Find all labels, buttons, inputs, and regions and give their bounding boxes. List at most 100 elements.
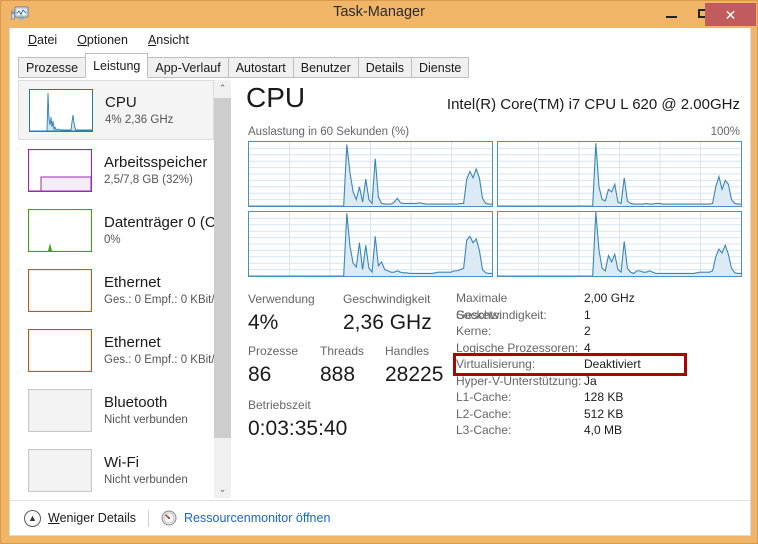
menu-item-ansicht[interactable]: Ansicht (147, 33, 189, 47)
detail-key: Kerne: (456, 324, 492, 338)
cpu-thumbnail-icon (29, 88, 93, 132)
sidebar-item-sub: Nicht verbunden (104, 473, 188, 486)
stat-betriebszeit: Betriebszeit 0:03:35:40 (248, 396, 347, 444)
stat-label: Prozesse (248, 344, 299, 358)
sidebar-item-title: Ethernet (104, 273, 161, 291)
sidebar-item-sub: Nicht verbunden (104, 413, 188, 426)
sidebar-item-text: Wi-Fi Nicht verbunden (104, 453, 188, 488)
detail-key: Maximale Geschwindigkeit: (456, 291, 547, 322)
tab-benutzer[interactable]: Benutzer (292, 57, 359, 78)
scroll-up-icon[interactable]: ⌃ (214, 80, 231, 97)
sidebar-item-ethernet-1[interactable]: Ethernet Ges.: 0 Empf.: 0 KBit/ (18, 260, 214, 320)
stat-value: 28225 (385, 363, 444, 386)
stat-value: 888 (320, 363, 356, 386)
sidebar-item-title: Bluetooth (104, 393, 168, 411)
stat-threads: Threads 888 (320, 342, 385, 390)
detail-l2-cache: L2-Cache: 512 KB (456, 406, 746, 423)
detail-key: L2-Cache: (456, 406, 512, 421)
minimize-icon (665, 15, 677, 18)
less-details-button[interactable]: ▲ Weniger Details (24, 509, 137, 527)
cpu-graph-1[interactable] (497, 141, 742, 207)
detail-value: 4 (584, 340, 591, 355)
detail-value: 512 KB (584, 406, 624, 421)
sidebar-item-title: CPU (105, 93, 137, 111)
detail-value: 2 (584, 324, 591, 338)
detail-l1-cache: L1-Cache: 128 KB (456, 389, 746, 406)
resource-monitor-link[interactable]: Ressourcenmonitor öffnen (161, 510, 330, 526)
sidebar-item-cpu[interactable]: CPU 4% 2,36 GHz (18, 80, 214, 140)
stat-label: Threads (320, 344, 365, 358)
tab-dienste[interactable]: Dienste (410, 57, 470, 78)
less-details-label: Weniger Details (48, 511, 137, 525)
tab-autostart[interactable]: Autostart (227, 57, 294, 78)
sidebar-item-title: Ethernet (104, 333, 161, 351)
sidebar-item-title: Wi-Fi (104, 453, 139, 471)
tab-strip: Prozesse Leistung App-Verlauf Autostart … (10, 52, 750, 78)
tab-app-verlauf[interactable]: App-Verlauf (147, 57, 229, 78)
sidebar-item-text: Arbeitsspeicher 2,5/7,8 GB (32%) (104, 153, 207, 188)
content-area: CPU 4% 2,36 GHz Arbeitsspeicher 2,5/7,8 … (10, 78, 750, 500)
title-bar: Task-Manager ✕ (1, 1, 757, 28)
sidebar-item-sub: 4% 2,36 GHz (105, 113, 174, 126)
detail-value: 128 KB (584, 390, 624, 404)
close-icon: ✕ (724, 6, 737, 23)
detail-l3-cache: L3-Cache: 4,0 MB (456, 422, 746, 439)
tab-leistung[interactable]: Leistung (85, 53, 149, 78)
stat-value: 0:03:35:40 (248, 417, 348, 440)
stat-label: Betriebszeit (248, 398, 311, 412)
sidebar-item-sub: 0% (104, 233, 121, 246)
detail-key: Virtualisierung: (456, 357, 536, 371)
stats-row-3: Betriebszeit 0:03:35:40 (248, 396, 453, 444)
chevron-up-icon: ▲ (24, 509, 41, 527)
cpu-stats-primary: Verwendung 4% Geschwindigkeit 2,36 GHz P… (248, 290, 453, 444)
detail-key: Logische Prozessoren: (456, 340, 579, 355)
minimize-button[interactable] (655, 1, 687, 25)
stat-value: 2,36 GHz (343, 311, 432, 334)
sidebar-scrollbar[interactable]: ⌃ ⌄ (214, 80, 231, 498)
sidebar-item-arbeitsspeicher[interactable]: Arbeitsspeicher 2,5/7,8 GB (32%) (18, 140, 214, 200)
detail-hyper-v-unterstuetzung: Hyper-V-Unterstützung: Ja (456, 373, 746, 390)
sidebar-item-text: Ethernet Ges.: 0 Empf.: 0 KBit/ (104, 333, 214, 368)
resource-monitor-label: Ressourcenmonitor öffnen (184, 511, 331, 525)
sidebar-item-sub: Ges.: 0 Empf.: 0 KBit/ (104, 293, 214, 306)
sidebar-item-text: Ethernet Ges.: 0 Empf.: 0 KBit/ (104, 273, 214, 308)
menu-item-datei[interactable]: Datei (28, 33, 58, 47)
close-button[interactable]: ✕ (705, 3, 756, 26)
sidebar-item-bluetooth[interactable]: Bluetooth Nicht verbunden (18, 380, 214, 440)
detail-value: 2,00 GHz (584, 291, 635, 305)
tab-prozesse[interactable]: Prozesse (18, 57, 87, 78)
stat-prozesse: Prozesse 86 (248, 342, 320, 390)
scrollbar-thumb[interactable] (214, 98, 231, 438)
detail-logische-prozessoren: Logische Prozessoren: 4 (456, 340, 746, 357)
sidebar-item-wifi[interactable]: Wi-Fi Nicht verbunden (18, 440, 214, 498)
sidebar-item-title: Datenträger 0 (C (104, 213, 214, 231)
menu-item-optionen[interactable]: Optionen (77, 33, 128, 47)
stat-value: 4% (248, 311, 279, 334)
detail-key: L1-Cache: (456, 390, 512, 404)
cpu-graph-2[interactable] (248, 211, 493, 277)
window-title: Task-Manager (333, 4, 425, 20)
resource-list[interactable]: CPU 4% 2,36 GHz Arbeitsspeicher 2,5/7,8 … (18, 80, 214, 498)
cpu-detail-panel: CPU Intel(R) Core(TM) i7 CPU L 620 @ 2.0… (238, 78, 750, 500)
stat-label: Handles (385, 344, 430, 358)
cpu-graph-3[interactable] (497, 211, 742, 277)
detail-maximale-geschwindigkeit: Maximale Geschwindigkeit: 2,00 GHz (456, 290, 746, 322)
sidebar-item-text: Datenträger 0 (C 0% (104, 213, 214, 248)
stat-label: Geschwindigkeit (343, 292, 431, 306)
bluetooth-thumbnail-icon (28, 388, 92, 432)
cpu-details-list: Maximale Geschwindigkeit: 2,00 GHz Socke… (453, 290, 746, 439)
detail-value: Ja (584, 373, 597, 388)
cpu-graph-grid (248, 141, 742, 279)
detail-key: L3-Cache: (456, 423, 512, 437)
sidebar-item-ethernet-2[interactable]: Ethernet Ges.: 0 Empf.: 0 KBit/ (18, 320, 214, 380)
sidebar-item-datentraeger-0[interactable]: Datenträger 0 (C 0% (18, 200, 214, 260)
tab-details[interactable]: Details (357, 57, 412, 78)
sidebar-item-sub: Ges.: 0 Empf.: 0 KBit/ (104, 353, 214, 366)
memory-thumbnail-icon (28, 148, 92, 192)
stat-value: 86 (248, 363, 272, 386)
detail-sockets: Sockets: 1 (456, 307, 746, 324)
sidebar-item-sub: 2,5/7,8 GB (32%) (104, 173, 193, 186)
wifi-thumbnail-icon (28, 448, 92, 492)
cpu-graph-0[interactable] (248, 141, 493, 207)
scroll-down-icon[interactable]: ⌄ (214, 481, 231, 498)
